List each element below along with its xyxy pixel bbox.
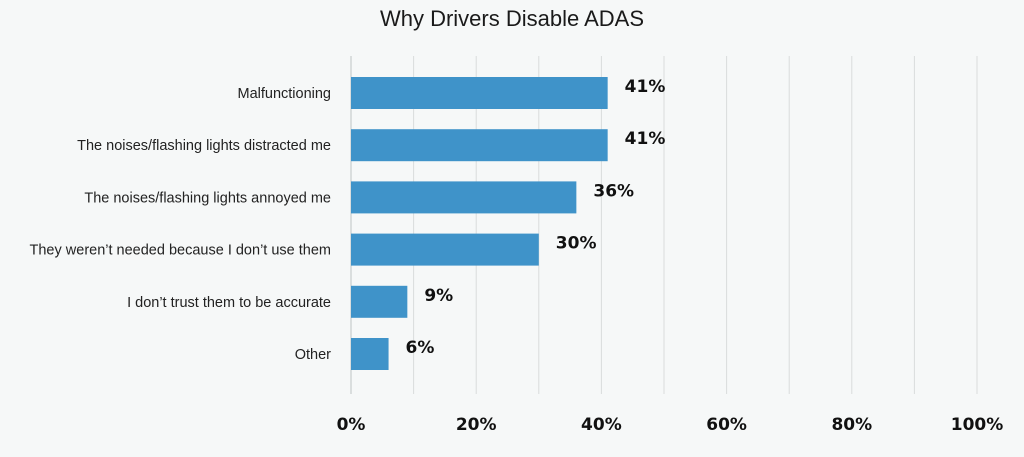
data-label: 41% <box>625 129 666 149</box>
bars <box>351 77 608 370</box>
category-labels: Malfunctioning The noises/flashing lights… <box>30 86 332 363</box>
category-label: Malfunctioning <box>238 86 332 102</box>
bar <box>351 129 608 162</box>
x-tick-label: 0% <box>337 415 366 435</box>
bar <box>351 285 408 318</box>
x-tick-label: 80% <box>831 415 872 435</box>
x-tick-label: 100% <box>951 415 1004 435</box>
x-axis-ticks: 0% 20% 40% 60% 80% 100% <box>337 415 1004 435</box>
x-tick-label: 60% <box>706 415 747 435</box>
category-label: The noises/flashing lights annoyed me <box>84 190 331 206</box>
x-tick-label: 20% <box>456 415 497 435</box>
value-labels: 41% 41% 36% 30% 9% 6% <box>406 77 666 358</box>
bar <box>351 77 608 109</box>
bar <box>351 233 539 266</box>
category-label: I don’t trust them to be accurate <box>127 295 331 311</box>
x-tick-label: 40% <box>581 415 622 435</box>
data-label: 9% <box>424 286 453 306</box>
data-label: 6% <box>406 338 435 358</box>
chart-title: Why Drivers Disable ADAS <box>379 6 645 31</box>
data-label: 36% <box>593 181 634 201</box>
category-label: Other <box>295 347 331 363</box>
data-label: 41% <box>625 77 666 97</box>
category-label: They weren’t needed because I don’t use … <box>30 243 331 259</box>
gridlines <box>350 56 978 394</box>
category-label: The noises/flashing lights distracted me <box>77 138 331 154</box>
bar <box>351 338 389 370</box>
bar <box>351 181 577 214</box>
data-label: 30% <box>556 234 597 254</box>
